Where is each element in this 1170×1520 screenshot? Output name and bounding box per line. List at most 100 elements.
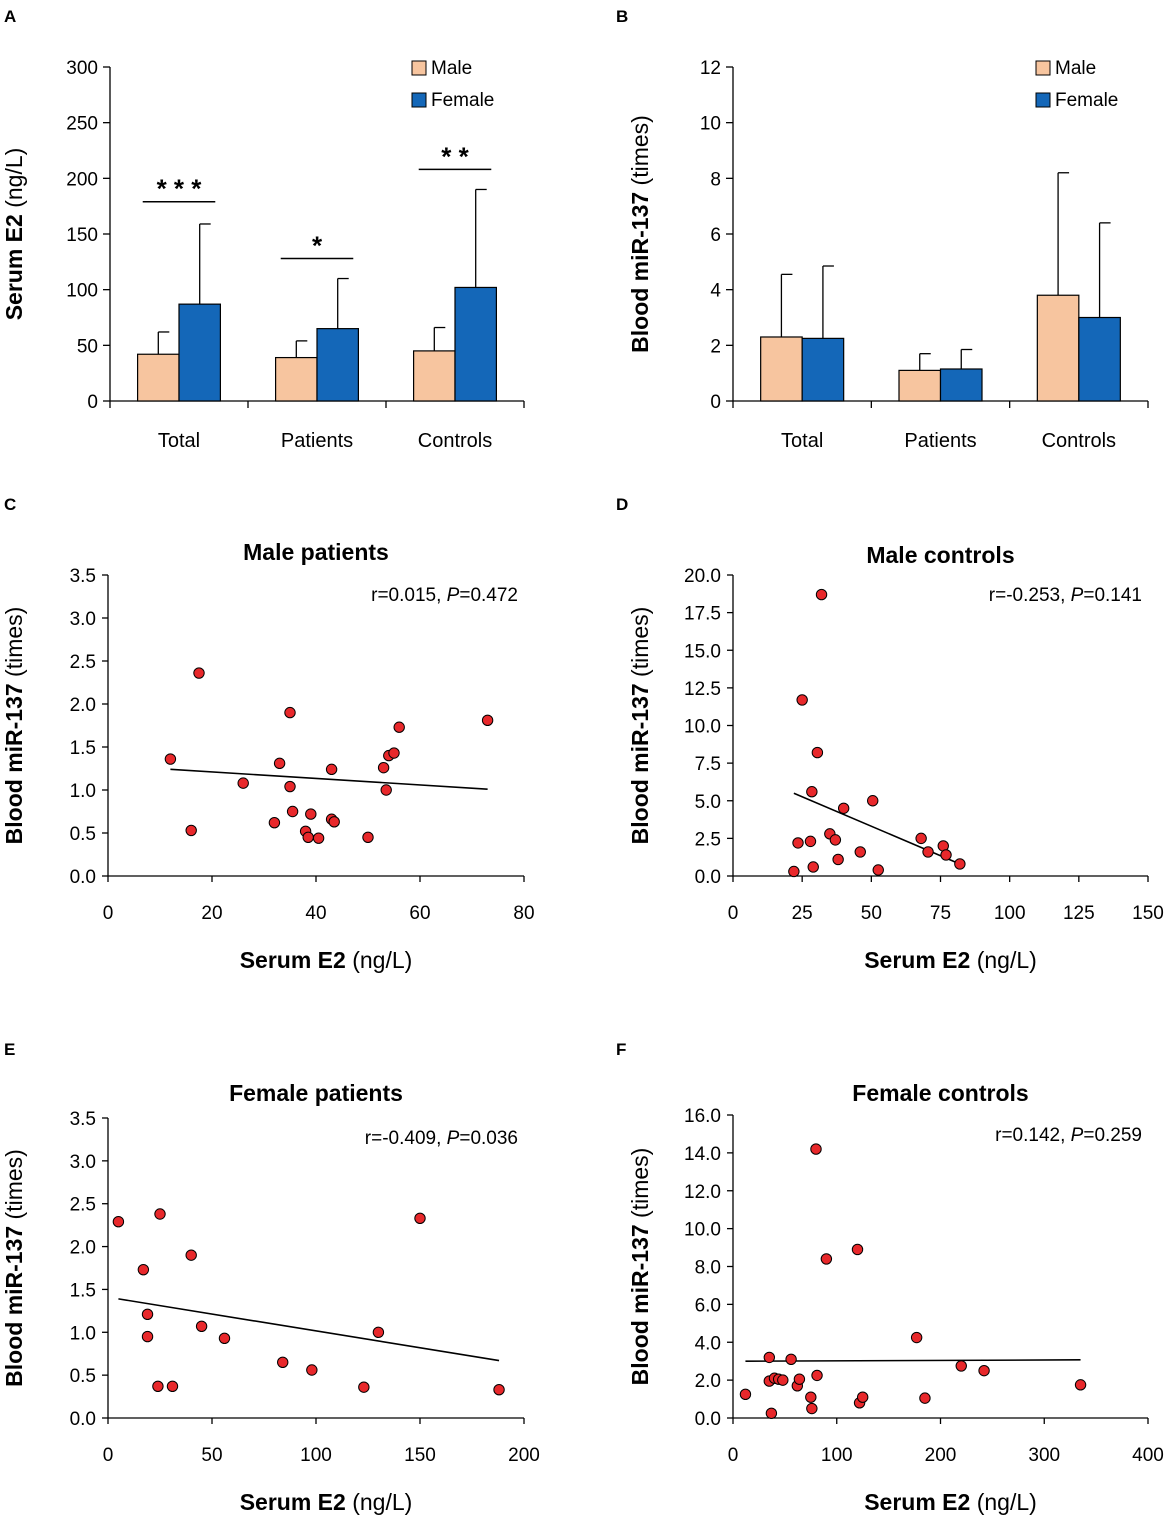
y-tick-label: 3.0 (70, 1152, 96, 1173)
data-point (185, 824, 197, 837)
data-point (810, 1143, 822, 1155)
category-label: Controls (418, 430, 492, 452)
trend-line (745, 1359, 1081, 1362)
x-tick-label: 50 (201, 1445, 222, 1466)
x-tick-label: 150 (404, 1445, 436, 1466)
bar-male (413, 350, 456, 402)
panel-a: A 0 50 100 150 200 250 300 Total Patients Controls… (4, 7, 525, 452)
stat-p-value: =0.141 (1083, 585, 1142, 606)
stat-r: r=0.142, (995, 1125, 1071, 1146)
data-point (277, 1356, 289, 1368)
y-tick-label: 3.5 (70, 1109, 96, 1130)
data-point (166, 1380, 179, 1392)
panel-letter-e: E (4, 1040, 15, 1059)
x-tick-label: 0 (728, 903, 739, 924)
x-tick-label: 100 (821, 1445, 853, 1466)
legend-label-male: Male (1055, 58, 1096, 79)
x-tick-label: 40 (305, 903, 326, 924)
stat-p-value: =0.036 (459, 1128, 518, 1149)
data-point (328, 816, 340, 828)
category-label: Total (781, 430, 823, 452)
data-point (806, 786, 818, 798)
y-tick-label: 250 (66, 114, 98, 135)
data-point (910, 1331, 923, 1344)
y-axis-title-bold: Serum E2 (1, 214, 27, 320)
stat-p-value: =0.259 (1083, 1125, 1142, 1146)
y-tick-label: 8 (710, 169, 721, 190)
data-point (305, 808, 317, 820)
y-tick-label: 100 (66, 281, 98, 302)
data-point (792, 837, 804, 849)
panel-letter-c: C (4, 495, 16, 514)
bar-female (801, 337, 845, 402)
x-tick-label: 0 (103, 1445, 114, 1466)
panel-b: B 0 2 4 6 8 10 12 Total Patients Controls Male Femal… (616, 7, 1149, 452)
data-point (273, 757, 286, 770)
category-label: Controls (1042, 430, 1116, 452)
x-tick-label: 100 (994, 903, 1026, 924)
y-axis-title-rest: (times) (627, 115, 653, 192)
stat-p-value: =0.472 (459, 585, 518, 606)
y-tick-label: 2.5 (70, 1195, 96, 1216)
y-tick-label: 8.0 (695, 1258, 721, 1279)
data-point (940, 849, 952, 861)
stat-p-symbol: P (1071, 1125, 1084, 1146)
data-point (284, 780, 296, 793)
y-axis-title-rest: (times) (627, 607, 653, 684)
data-point (137, 1264, 150, 1276)
x-tick-label: 300 (1028, 1445, 1060, 1466)
y-tick-label: 16.0 (684, 1106, 721, 1127)
y-tick-label: 20.0 (684, 566, 721, 587)
x-axis-title: Serum E2 (ng/L) (864, 1489, 1037, 1515)
data-point (793, 1373, 806, 1385)
data-point (811, 746, 824, 759)
data-point (820, 1253, 833, 1265)
y-axis-title: Blood miR-137 (times) (627, 607, 653, 845)
data-point (837, 802, 850, 814)
y-axis-title: Blood miR-137 (times) (1, 607, 27, 845)
y-tick-label: 6 (710, 225, 721, 246)
y-axis-title: Blood miR-137 (times) (627, 1148, 653, 1386)
data-point (306, 1364, 318, 1376)
x-axis-title: Serum E2 (ng/L) (240, 947, 413, 973)
stat-r: r=-0.409, (365, 1128, 447, 1149)
bar-female (454, 286, 498, 402)
y-axis-title-bold: Blood miR-137 (627, 683, 653, 844)
data-point (284, 706, 296, 719)
y-tick-label: 4.0 (695, 1333, 721, 1354)
bar-male (137, 353, 180, 402)
x-tick-label: 60 (409, 903, 430, 924)
bar-female (1078, 316, 1121, 402)
data-point (481, 714, 494, 727)
stat-p-symbol: P (1071, 585, 1084, 606)
y-tick-label: 0.5 (70, 1366, 96, 1387)
x-tick-label: 200 (925, 1445, 957, 1466)
legend-swatch-female (411, 92, 427, 108)
y-tick-label: 2.0 (70, 695, 96, 716)
panel-c: C 0.0 0.5 1.0 1.5 2.0 2.5 3.0 3.5 0 20 40 60 80 Male p… (4, 495, 535, 924)
x-axis-title-rest: (ng/L) (970, 1489, 1036, 1515)
x-tick-label: 25 (792, 903, 813, 924)
y-tick-label: 0.5 (70, 824, 96, 845)
panel-f: F 0.0 2.0 4.0 6.0 8.0 10.0 12.0 14.0 16.0 0 100 200 3… (616, 1040, 1164, 1466)
y-tick-label: 12.0 (684, 1182, 721, 1203)
stat-r: r=0.015, (371, 585, 447, 606)
y-tick-label: 0.0 (695, 867, 721, 888)
category-label: Total (158, 430, 200, 452)
y-tick-label: 10.0 (684, 1220, 721, 1241)
x-tick-label: 125 (1063, 903, 1095, 924)
data-point (867, 795, 879, 807)
data-point (302, 831, 314, 843)
y-tick-label: 300 (66, 58, 98, 79)
panel-letter-d: D (616, 495, 628, 514)
data-point (777, 1374, 789, 1386)
data-point (377, 761, 390, 774)
y-tick-label: 12 (700, 58, 721, 79)
y-tick-label: 0 (87, 392, 98, 413)
x-tick-label: 75 (930, 903, 951, 924)
panel-letter-f: F (616, 1040, 626, 1059)
y-tick-label: 200 (66, 169, 98, 190)
data-point (112, 1216, 125, 1228)
y-tick-label: 2.5 (70, 652, 96, 673)
